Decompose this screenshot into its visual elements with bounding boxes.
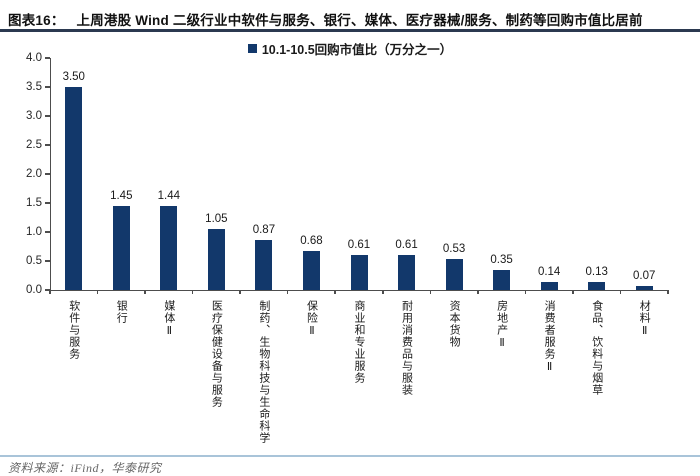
bar [350, 254, 368, 290]
x-axis-category-label: 商业和专业服务 [353, 300, 365, 384]
y-axis-tick-label: 2.0 [26, 168, 42, 180]
x-axis-category-label: 耐用消费品与服装 [400, 300, 413, 396]
bar-value-label: 0.07 [633, 269, 656, 282]
bar-value-label: 0.68 [300, 234, 323, 247]
x-axis-category-label: 消费者服务Ⅱ [543, 300, 556, 374]
x-axis-category-label: 房地产Ⅱ [495, 300, 508, 350]
figure-number: 图表16： [8, 13, 65, 28]
x-axis-tick-mark [49, 290, 51, 294]
bar-value-label: 1.05 [205, 213, 228, 226]
x-axis-category-label: 制药、生物科技与生命科学 [257, 300, 270, 444]
bar-value-label: 0.13 [585, 266, 608, 279]
x-axis-tick-mark [239, 290, 241, 294]
bar-value-label: 0.61 [347, 238, 371, 251]
y-axis-tick-label: 1.0 [26, 226, 42, 238]
x-axis-tick-mark [382, 290, 384, 294]
y-axis-tick-mark [45, 173, 50, 175]
y-axis-tick-label: 1.5 [26, 197, 42, 209]
x-axis-tick-mark [572, 290, 574, 294]
x-axis-category-label: 软件与服务 [67, 300, 80, 360]
bar-value-label: 0.14 [537, 265, 561, 278]
x-axis-tick-mark [96, 290, 99, 294]
bar [160, 206, 178, 290]
y-axis-tick-label: 2.5 [26, 139, 42, 151]
bar [635, 285, 653, 290]
plot-area [50, 58, 669, 291]
bar [540, 281, 558, 290]
source-note: 资料来源：iFind，华泰研究 [8, 461, 162, 475]
bar-value-label: 3.50 [62, 71, 85, 83]
x-axis-tick-mark [144, 290, 146, 294]
bar-value-label: 0.53 [442, 243, 466, 256]
x-axis-tick-mark [429, 290, 432, 294]
title-divider [0, 29, 700, 32]
y-axis-tick-label: 3.0 [26, 110, 42, 122]
legend-swatch-icon [247, 44, 257, 53]
bar-value-label: 0.61 [395, 238, 418, 251]
footer-divider [0, 455, 700, 457]
bar [302, 250, 320, 290]
x-axis-category-label: 食品、饮料与烟草 [590, 300, 603, 396]
y-axis-tick-label: 3.5 [26, 81, 42, 93]
y-axis-tick-mark [45, 115, 50, 117]
y-axis-tick-mark [45, 260, 50, 262]
x-axis-tick-mark [524, 290, 527, 294]
y-axis-tick-mark [45, 86, 50, 88]
x-axis-category-label: 银行 [115, 300, 128, 324]
x-axis-tick-mark [477, 290, 479, 294]
x-axis-tick-mark [286, 290, 289, 294]
bar [588, 282, 606, 290]
bar [255, 239, 273, 290]
x-axis-category-label: 医疗保健设备与服务 [210, 300, 223, 408]
bar [207, 229, 225, 290]
x-axis-tick-mark [191, 290, 194, 294]
x-axis-category-label: 资本货物 [448, 300, 461, 348]
bar [112, 205, 130, 290]
chart-legend: 10.1-10.5回购市值比（万分之一） [0, 39, 700, 58]
bar-value-label: 0.87 [252, 223, 276, 236]
y-axis-tick-label: 0.0 [26, 284, 42, 296]
y-axis-tick-mark [45, 57, 50, 59]
bar-chart: 4.0 3.5 3.0 2.5 2.0 1.5 1.0 0.5 0.0 3.50 软件与服务 1.45… [0, 52, 700, 453]
legend-label: 10.1-10.5回购市值比（万分之一） [261, 43, 453, 57]
x-axis-category-label: 保险Ⅱ [305, 300, 318, 338]
bar [493, 269, 511, 290]
x-axis-tick-mark [334, 290, 336, 294]
bar-value-label: 1.45 [110, 189, 133, 202]
x-axis-category-label: 媒体Ⅱ [162, 300, 175, 338]
y-axis-tick-mark [45, 144, 50, 146]
x-axis-tick-mark [619, 290, 622, 294]
figure-title-text: 上周港股 Wind 二级行业中软件与服务、银行、媒体、医疗器械/服务、制药等回购… [76, 13, 643, 28]
y-axis-tick-label: 4.0 [26, 52, 42, 64]
y-axis-tick-label: 0.5 [26, 255, 42, 267]
y-axis-tick-mark [45, 231, 50, 233]
bar [65, 87, 83, 290]
x-axis-category-label: 材料Ⅱ [638, 300, 651, 338]
x-axis-tick-mark [667, 290, 669, 294]
bar [398, 254, 416, 290]
y-axis-tick-mark [45, 202, 50, 204]
y-axis-tick-mark [45, 289, 50, 291]
bar [445, 259, 463, 290]
bar-value-label: 1.44 [157, 190, 181, 203]
figure-title: 图表16： 上周港股 Wind 二级行业中软件与服务、银行、媒体、医疗器械/服务、… [8, 9, 698, 29]
bar-value-label: 0.35 [490, 253, 513, 266]
